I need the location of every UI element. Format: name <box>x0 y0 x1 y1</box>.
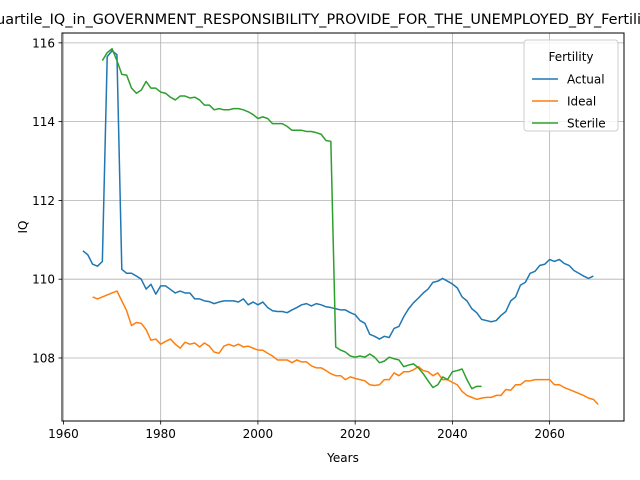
x-axis-label: Years <box>326 451 359 465</box>
y-tick-label: 108 <box>32 351 55 365</box>
chart-title: Quartile_IQ_in_GOVERNMENT_RESPONSIBILITY… <box>0 12 640 28</box>
legend-box <box>523 39 619 132</box>
axis-ticks: 1960 1980 2000 2020 2040 2060 108 110 112 114 116 <box>32 36 565 441</box>
x-tick-label: 2000 <box>243 427 274 441</box>
legend-title: Fertility <box>548 50 593 64</box>
series-line-ideal <box>92 290 599 405</box>
y-tick-label: 112 <box>32 194 55 208</box>
legend-label-actual: Actual <box>567 73 605 87</box>
y-axis-label: IQ <box>16 221 30 234</box>
y-tick-label: 116 <box>32 36 55 50</box>
legend: Fertility Actual Ideal Sterile <box>523 39 619 132</box>
x-tick-label: 1960 <box>48 427 79 441</box>
y-tick-label: 110 <box>32 273 55 287</box>
legend-label-sterile: Sterile <box>567 117 606 131</box>
x-tick-label: 2060 <box>534 427 565 441</box>
series-layer <box>82 48 599 405</box>
x-tick-label: 2040 <box>437 427 468 441</box>
series-line-actual <box>82 49 594 340</box>
plot-frame <box>61 32 625 422</box>
x-tick-label: 1980 <box>145 427 176 441</box>
x-tick-label: 2020 <box>340 427 371 441</box>
series-line-sterile <box>101 48 482 390</box>
y-tick-label: 114 <box>32 115 55 129</box>
legend-label-ideal: Ideal <box>567 95 596 109</box>
